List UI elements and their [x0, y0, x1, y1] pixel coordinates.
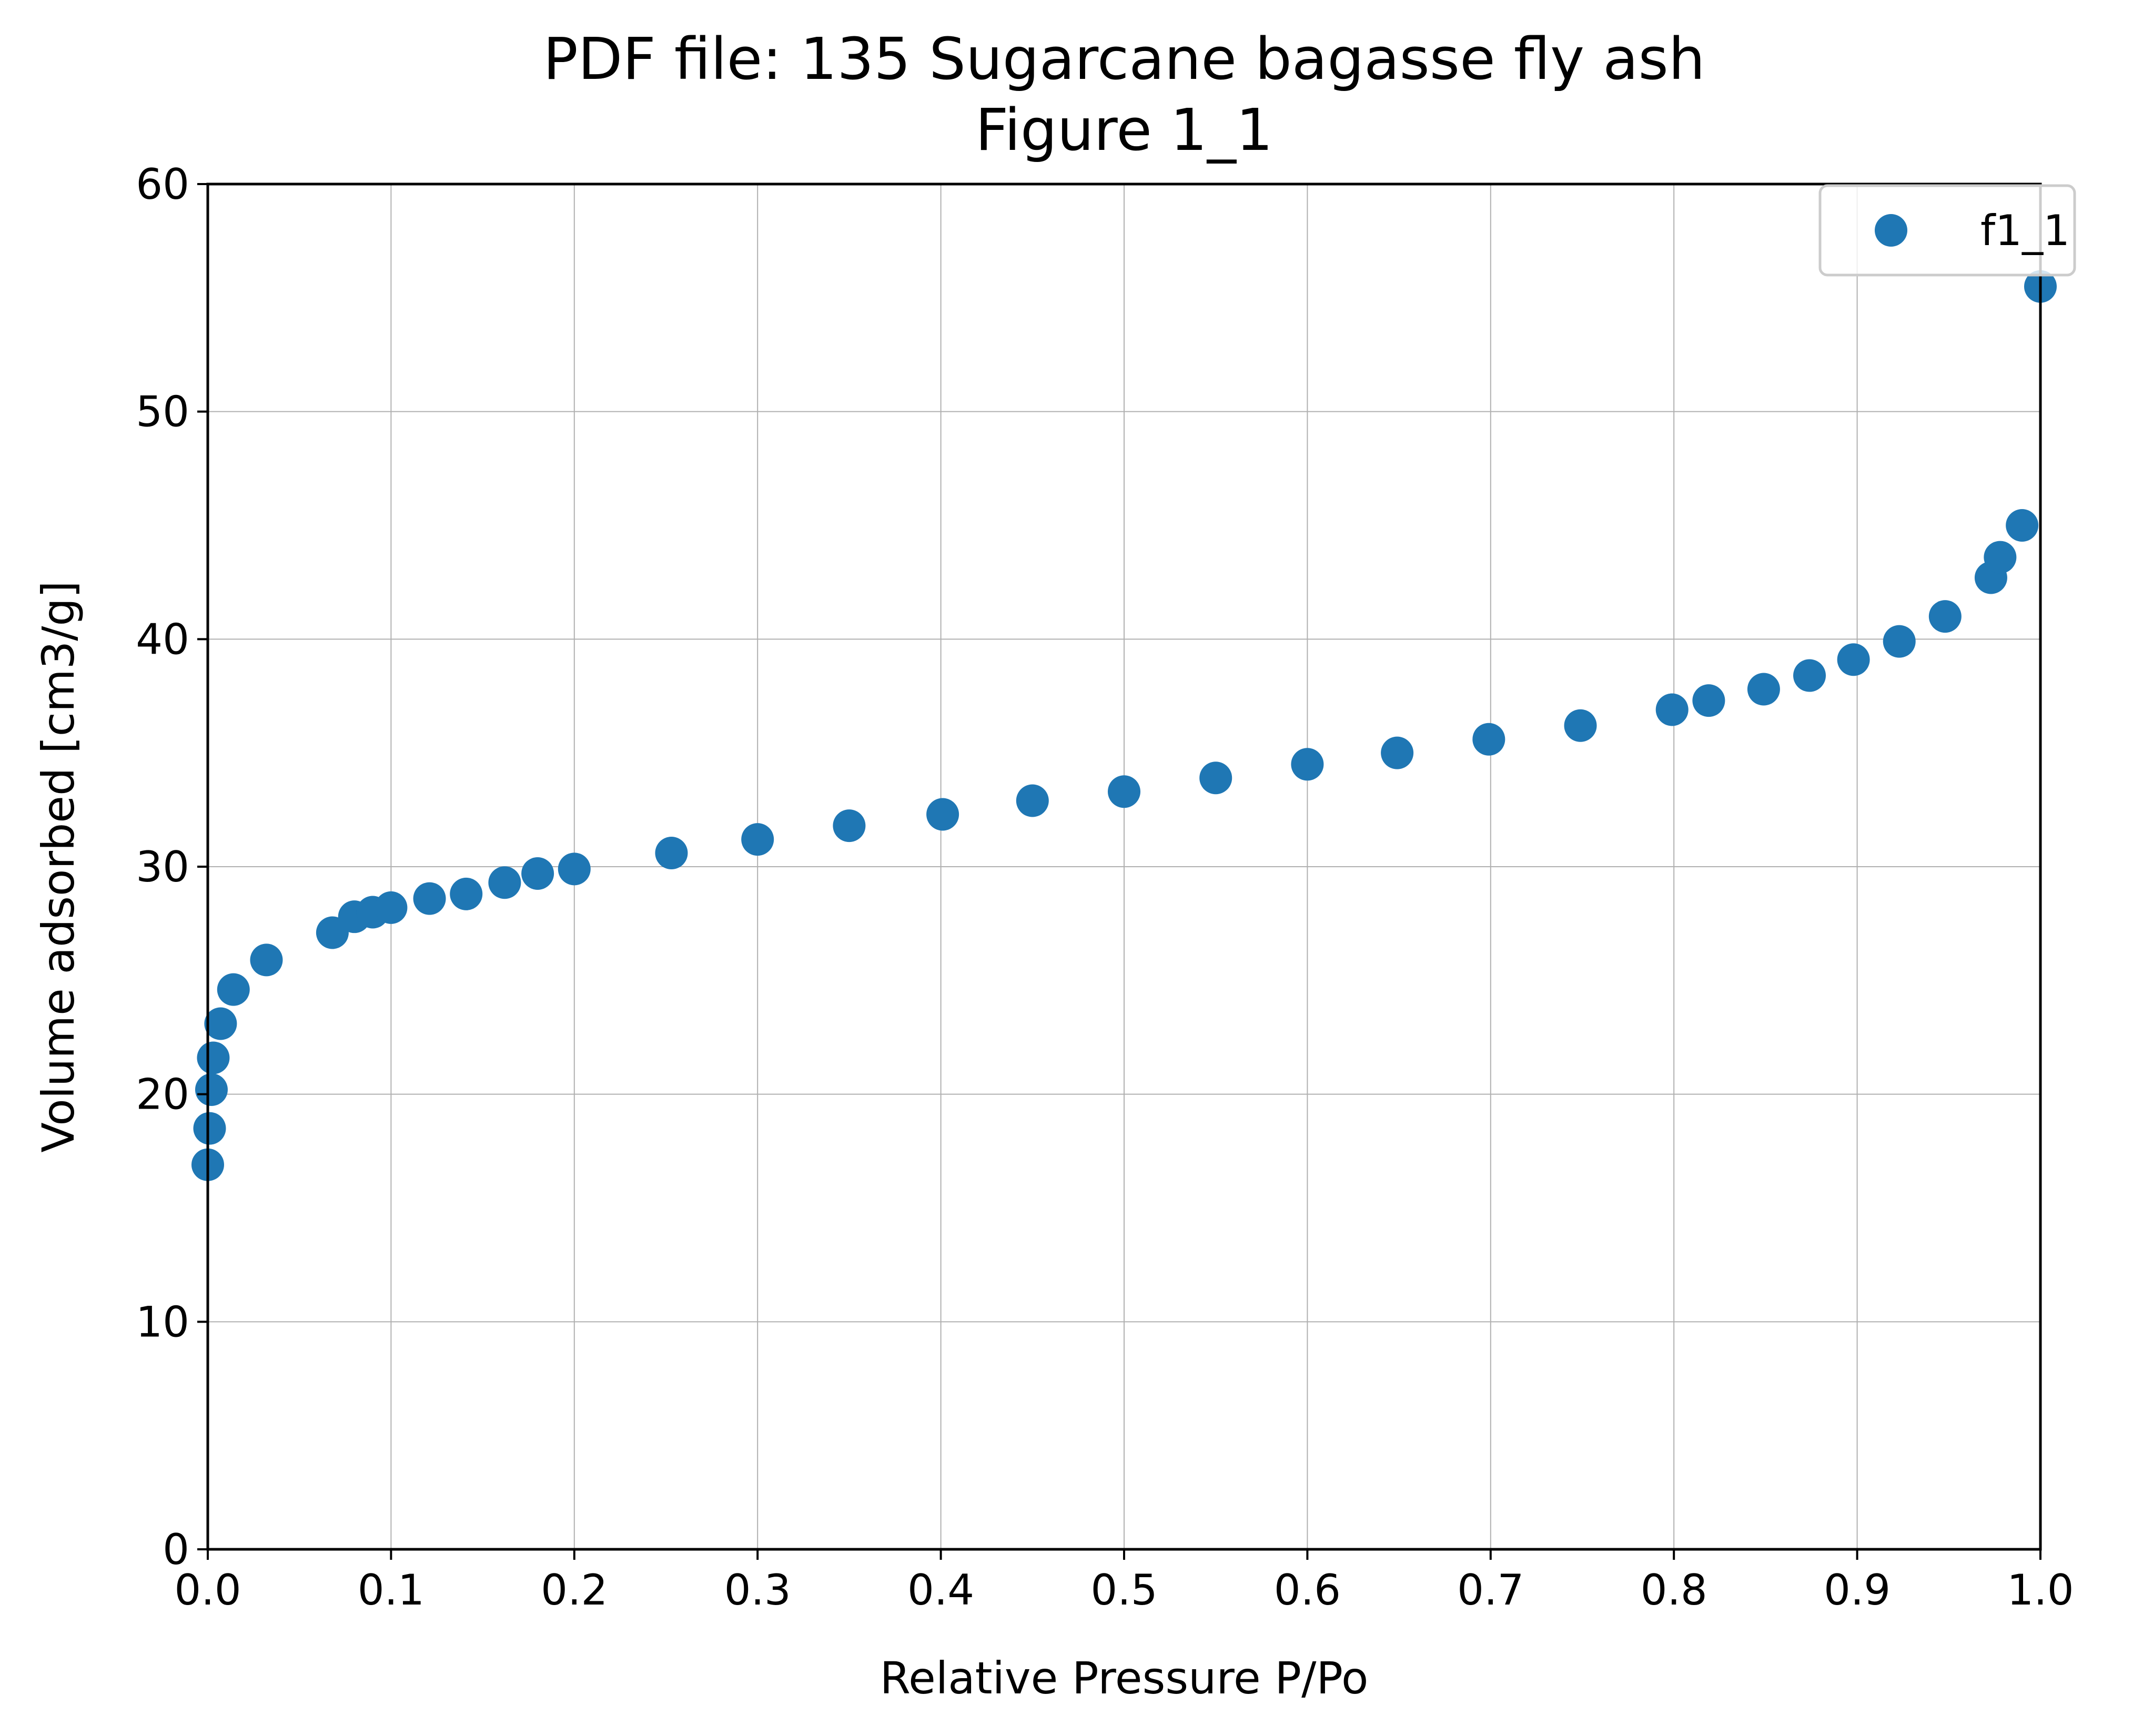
- data-point: [741, 823, 774, 856]
- data-point: [1291, 748, 1324, 781]
- data-point: [1837, 643, 1870, 676]
- data-point: [1692, 684, 1725, 717]
- y-axis-label: Volume adsorbed [cm3/g]: [33, 581, 84, 1152]
- data-point: [197, 1041, 230, 1074]
- data-point: [1381, 736, 1414, 769]
- data-point: [2006, 509, 2039, 542]
- data-points: [191, 270, 2057, 1181]
- data-point: [1655, 693, 1689, 726]
- data-point: [204, 1007, 237, 1040]
- data-point: [1564, 709, 1597, 742]
- data-point: [193, 1112, 226, 1145]
- data-point: [1928, 600, 1962, 633]
- y-tick-label: 40: [136, 615, 189, 664]
- data-point: [1016, 784, 1049, 817]
- data-point: [1984, 541, 2017, 574]
- y-tick-label: 0: [163, 1525, 189, 1574]
- y-axis-ticks: 0 10 20 30 40 50 60: [136, 160, 208, 1574]
- y-tick-label: 60: [136, 160, 189, 209]
- x-axis-label: Relative Pressure P/Po: [880, 1652, 1369, 1704]
- data-point: [1883, 625, 1916, 658]
- legend: f1_1: [1818, 184, 2076, 277]
- data-point: [375, 891, 408, 924]
- x-tick-label: 0.4: [907, 1566, 974, 1615]
- legend-box: [1818, 184, 2076, 277]
- data-point: [488, 866, 521, 899]
- x-tick-label: 0.2: [541, 1566, 608, 1615]
- x-tick-label: 0.5: [1090, 1566, 1157, 1615]
- data-point: [926, 798, 959, 831]
- data-point: [195, 1073, 228, 1106]
- x-axis-ticks: 0.0 0.1 0.2 0.3 0.4 0.5 0.6 0.7 0.8 0.9 1.0: [174, 1549, 2074, 1615]
- y-tick-label: 20: [136, 1070, 189, 1119]
- data-point: [655, 837, 688, 870]
- data-point: [250, 943, 283, 977]
- x-tick-label: 0.9: [1824, 1566, 1891, 1615]
- x-tick-label: 0.3: [724, 1566, 791, 1615]
- x-tick-label: 0.7: [1457, 1566, 1524, 1615]
- data-point: [1747, 673, 1780, 706]
- x-tick-label: 0.8: [1641, 1566, 1707, 1615]
- data-point: [1793, 659, 1826, 692]
- y-tick-label: 50: [136, 388, 189, 436]
- data-point: [521, 857, 554, 890]
- legend-marker: [1875, 214, 1907, 247]
- x-tick-label: 0.0: [174, 1566, 241, 1615]
- x-tick-label: 0.1: [358, 1566, 424, 1615]
- legend-label: f1_1: [1980, 206, 2070, 255]
- data-point: [450, 877, 483, 910]
- data-point: [1199, 762, 1232, 795]
- data-point: [833, 809, 866, 842]
- data-point: [1472, 723, 1505, 756]
- chart-title: PDF file: 135 Sugarcane bagasse fly ash: [543, 25, 1705, 93]
- x-tick-label: 1.0: [2007, 1566, 2074, 1615]
- data-point: [1108, 775, 1140, 808]
- y-tick-label: 30: [136, 842, 189, 891]
- data-point: [413, 882, 446, 915]
- y-tick-label: 10: [136, 1297, 189, 1346]
- data-point: [558, 852, 591, 886]
- x-tick-label: 0.6: [1274, 1566, 1341, 1615]
- chart-subtitle: Figure 1_1: [975, 96, 1273, 164]
- data-point: [217, 973, 250, 1006]
